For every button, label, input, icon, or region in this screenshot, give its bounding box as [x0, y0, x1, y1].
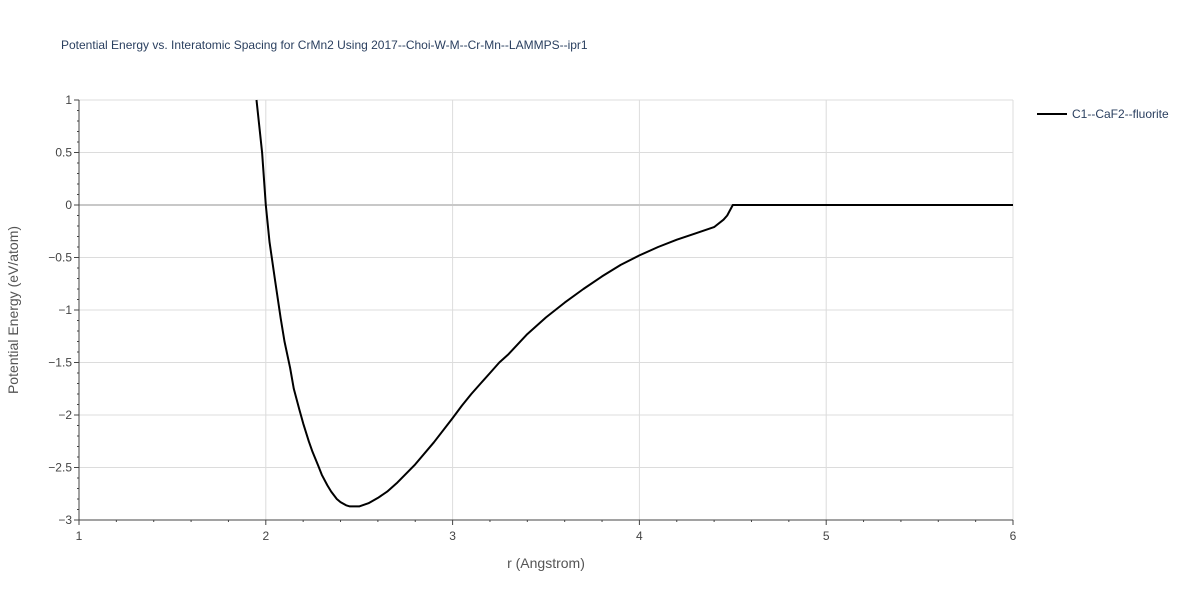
y-tick-label: 0.5 [55, 146, 72, 160]
y-tick-label: −0.5 [48, 251, 72, 265]
tick-labels: 1 2 3 4 5 6 1 0.5 0 −0.5 −1 −1.5 −2 −2.5 −3 [48, 93, 1016, 543]
y-tick-label: −3 [58, 513, 72, 527]
x-tick-label: 3 [449, 529, 456, 543]
y-tick-label: −2 [58, 408, 72, 422]
y-tick-label: −1.5 [48, 356, 72, 370]
y-axis-title: Potential Energy (eV/atom) [5, 226, 21, 394]
x-axis-title: r (Angstrom) [507, 555, 585, 571]
plot-area [255, 99, 1013, 508]
legend-item-label: C1--CaF2--fluorite [1072, 107, 1169, 121]
legend[interactable]: C1--CaF2--fluorite [1037, 107, 1169, 121]
y-tick-label: −2.5 [48, 461, 72, 475]
x-tick-label: 5 [823, 529, 830, 543]
y-tick-label: −1 [58, 303, 72, 317]
x-tick-label: 2 [262, 529, 269, 543]
series-line-c1-caf2-fluorite [255, 99, 1013, 508]
x-tick-label: 4 [636, 529, 643, 543]
chart-title: Potential Energy vs. Interatomic Spacing… [61, 38, 588, 52]
y-tick-label: 1 [65, 93, 72, 107]
grid-lines [79, 99, 1014, 520]
y-tick-label: 0 [65, 198, 72, 212]
tick-marks [74, 99, 1014, 525]
x-tick-label: 1 [76, 529, 83, 543]
x-tick-label: 6 [1010, 529, 1017, 543]
